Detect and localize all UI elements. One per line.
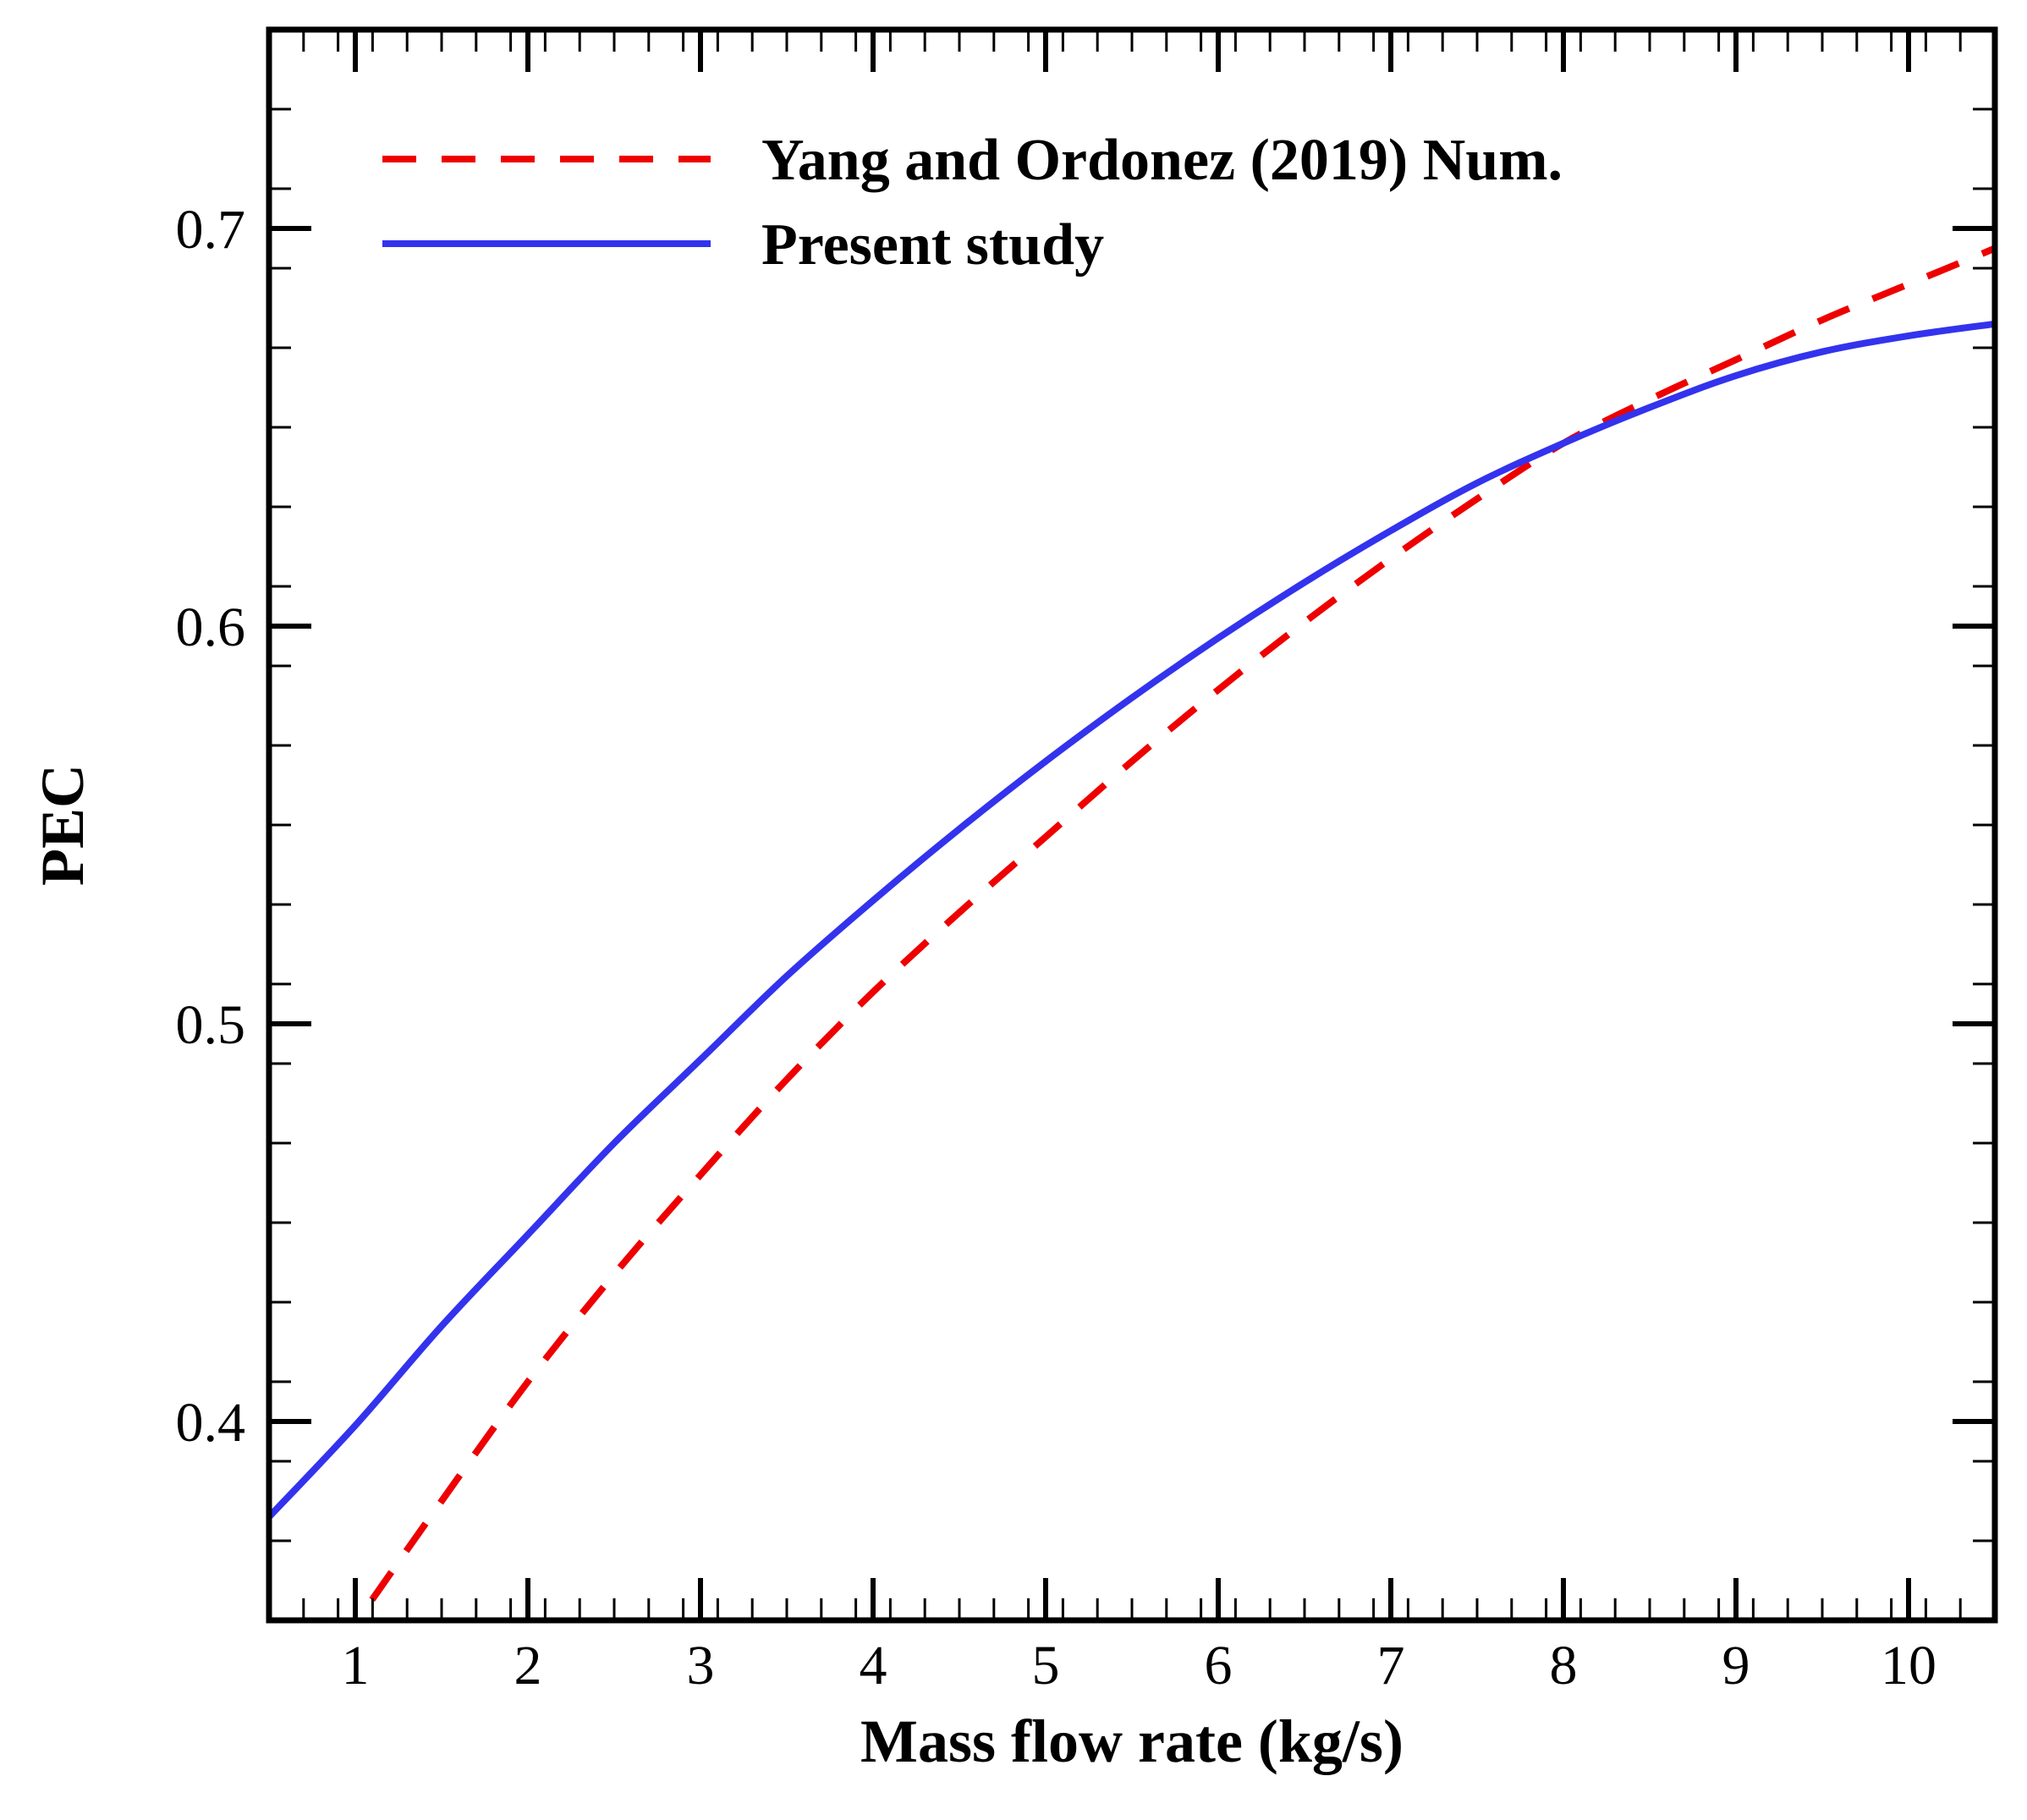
x-axis-title: Mass flow rate (kg/s) xyxy=(860,1707,1404,1775)
x-tick-label: 9 xyxy=(1722,1635,1750,1696)
x-tick-label: 4 xyxy=(860,1635,887,1696)
y-axis-title: PEC xyxy=(29,764,96,886)
series-line-present-study xyxy=(269,320,1995,1520)
x-tick-label: 3 xyxy=(687,1635,715,1696)
series-line-yang-ordonez xyxy=(353,245,1995,1620)
x-tick-label: 5 xyxy=(1032,1635,1060,1696)
y-tick-label: 0.5 xyxy=(176,994,246,1056)
y-tick-label: 0.6 xyxy=(176,597,246,658)
y-tick-label: 0.7 xyxy=(176,199,246,261)
plot-frame xyxy=(266,26,1998,1624)
legend: Yang and Ordonez (2019) Num. Present stud… xyxy=(382,128,1563,278)
legend-entry-yang-ordonez: Yang and Ordonez (2019) Num. xyxy=(761,128,1563,193)
legend-entry-present-study: Present study xyxy=(761,212,1104,278)
x-tick-label: 8 xyxy=(1550,1635,1578,1696)
x-tick-label: 6 xyxy=(1205,1635,1233,1696)
x-tick-label: 7 xyxy=(1377,1635,1405,1696)
x-tick-label: 10 xyxy=(1881,1635,1936,1696)
y-tick-label: 0.4 xyxy=(176,1392,246,1454)
x-tick-label: 1 xyxy=(342,1635,370,1696)
x-tick-label: 2 xyxy=(514,1635,542,1696)
